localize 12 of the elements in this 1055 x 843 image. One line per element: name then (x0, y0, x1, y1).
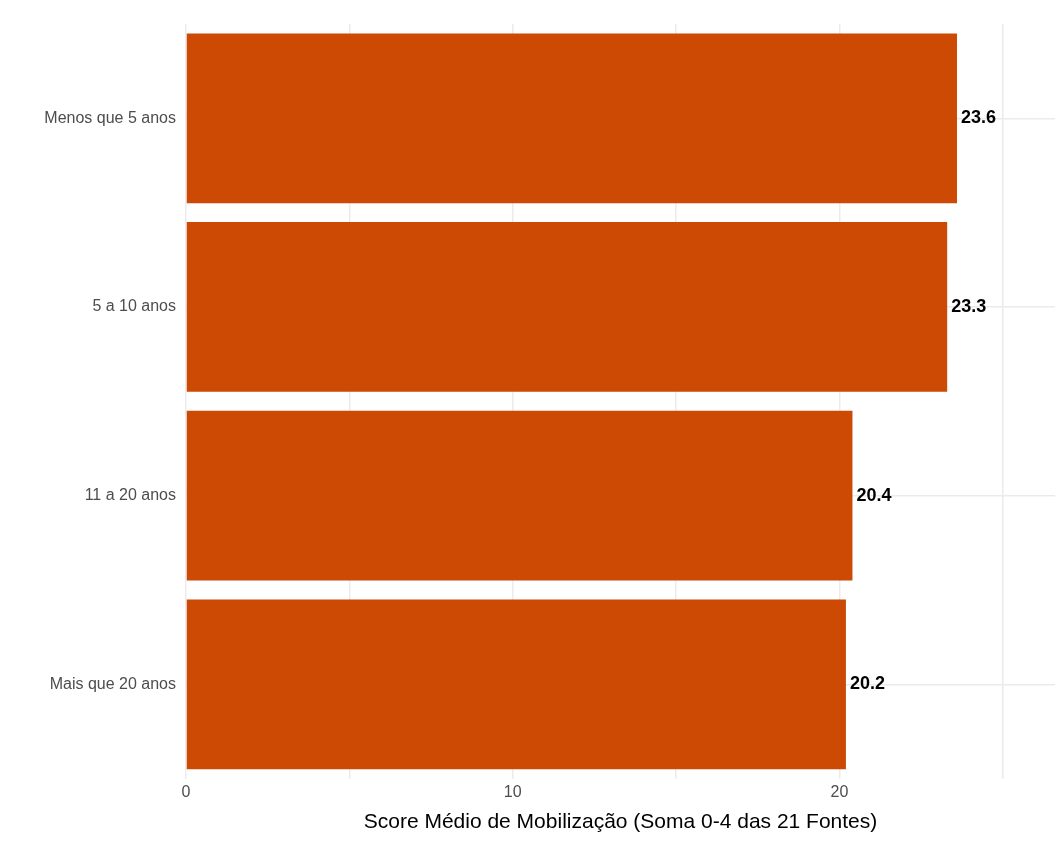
y-tick-label: 5 a 10 anos (92, 297, 176, 315)
y-tick-label: Mais que 20 anos (49, 674, 176, 692)
y-tick-label: Menos que 5 anos (44, 108, 176, 126)
x-tick-label: 20 (830, 782, 849, 800)
data-label: 23.6 (960, 107, 997, 128)
y-tick-label: 11 a 20 anos (84, 486, 176, 504)
x-tick-label: 0 (181, 782, 191, 800)
data-label: 23.3 (951, 295, 987, 316)
x-axis-title: Score Médio de Mobilização (Soma 0-4 das 21 Fontes) (363, 809, 878, 833)
x-tick-label: 10 (503, 782, 522, 800)
data-label: 20.4 (856, 484, 892, 505)
data-label: 20.2 (849, 673, 885, 694)
